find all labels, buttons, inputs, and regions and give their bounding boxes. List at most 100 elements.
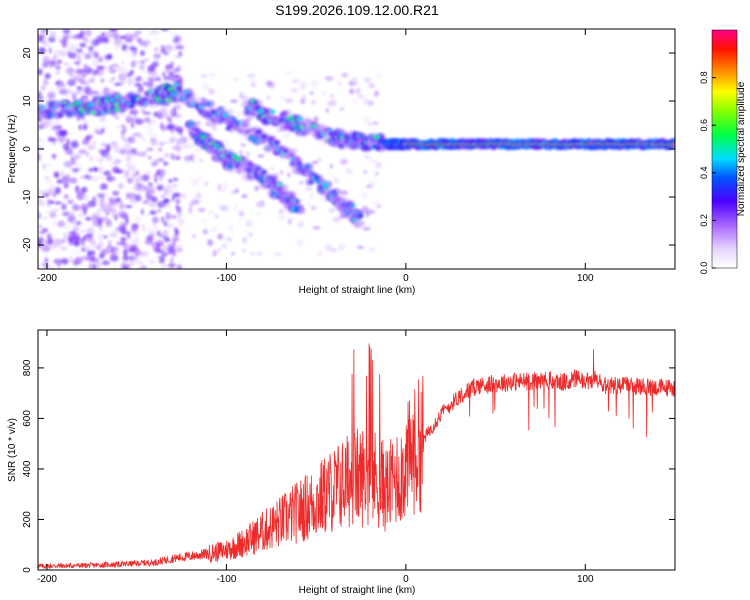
heatmap-cell [368,159,377,164]
heatmap-cell [166,123,174,130]
heatmap-cell [357,94,365,99]
heatmap-cell [80,71,88,78]
heatmap-cell [57,134,66,143]
heatmap-cell [41,61,49,68]
heatmap-cell [257,154,265,158]
heatmap-cell [121,60,125,65]
heatmap-cell [110,161,119,166]
heatmap-cell [145,185,155,193]
y-tick-label: 200 [22,511,33,528]
heatmap-cell [231,154,238,160]
x-tick-label: -200 [37,574,57,585]
y-tick-label: 20 [22,47,33,59]
heatmap-cell [134,83,142,87]
heatmap-cell [72,161,76,165]
heatmap-cell [68,177,78,184]
heatmap-cell [94,125,101,132]
heatmap-cell [171,195,175,202]
heatmap-cell [99,175,105,179]
heatmap-cell [42,43,51,47]
heatmap-cell [161,71,166,77]
heatmap-cell [231,190,235,194]
heatmap-cell [234,188,239,194]
heatmap-cell [51,208,60,213]
heatmap-cell [341,72,349,78]
x-tick-label: 0 [403,574,409,585]
colorbar-tick-label: 0.0 [699,262,709,275]
heatmap-cell [38,138,43,143]
heatmap-cell [217,233,223,240]
heatmap-cell [309,91,314,95]
heatmap-cell [113,248,121,255]
heatmap-cell [104,46,108,51]
heatmap-cell [362,97,369,105]
heatmap-cell [163,75,171,81]
heatmap-cell [52,153,56,160]
heatmap-cell [191,178,200,186]
heatmap-cell [245,220,253,227]
heatmap-cell [164,237,171,243]
heatmap-cell [205,120,210,127]
heatmap-cell [238,210,245,217]
heatmap-cell [62,29,71,35]
heatmap-cell [122,125,127,134]
heatmap-cell [160,122,164,130]
heatmap-cell [106,248,111,253]
heatmap-cell [41,29,46,36]
heatmap-cell [175,126,184,134]
heatmap-cell [128,260,136,266]
heatmap-cell [154,76,161,82]
heatmap-cell [202,228,209,235]
heatmap-cell [130,122,135,129]
heatmap-cell [93,167,99,172]
heatmap-cell [42,193,50,197]
heatmap-cell [78,124,83,131]
heatmap-cell [62,143,70,151]
colorbar-label: Normalized spectral amplitude [736,81,747,216]
heatmap-cell [250,82,257,88]
heatmap-cell [38,153,41,161]
heatmap-cell [114,227,123,232]
heatmap-cell [54,201,62,205]
heatmap-cell [261,134,268,140]
heatmap-cell [161,216,165,223]
heatmap-cell [150,230,156,237]
heatmap-cell [92,196,97,203]
heatmap-cell [66,112,73,118]
heatmap-cell [52,49,62,54]
heatmap-cell [95,129,103,135]
y-tick-label: 10 [22,95,33,107]
heatmap-cell [168,118,172,124]
heatmap-cell [146,212,150,217]
heatmap-cell [52,220,58,227]
heatmap-cell [72,203,81,212]
heatmap-cell [240,237,250,244]
heatmap-cell [118,183,124,190]
heatmap-cell [38,36,43,43]
heatmap-cell [227,237,233,242]
heatmap-cell [219,186,228,193]
heatmap-cell [160,106,166,114]
heatmap-cell [140,50,145,56]
heatmap-cell [337,244,346,251]
heatmap-cell [92,51,97,58]
heatmap-cell [151,196,158,203]
heatmap-cell [75,48,83,53]
heatmap-cell [41,216,49,220]
heatmap-cell [169,71,174,76]
heatmap-cell [361,192,368,199]
heatmap-cell [117,72,127,81]
heatmap-cell [88,167,94,173]
heatmap-cell [75,250,81,255]
heatmap-cell [72,93,77,101]
heatmap-cell [128,46,138,51]
heatmap-cell [142,81,147,86]
spectrogram-y-ticks: -20 -10 0 10 20 [22,47,675,252]
heatmap-cell [42,78,49,87]
heatmap-cell [221,181,230,188]
heatmap-cell [329,93,335,99]
heatmap-cell [144,170,152,175]
heatmap-cell [134,194,142,202]
heatmap-cell [173,132,180,137]
heatmap-cell [56,59,62,65]
